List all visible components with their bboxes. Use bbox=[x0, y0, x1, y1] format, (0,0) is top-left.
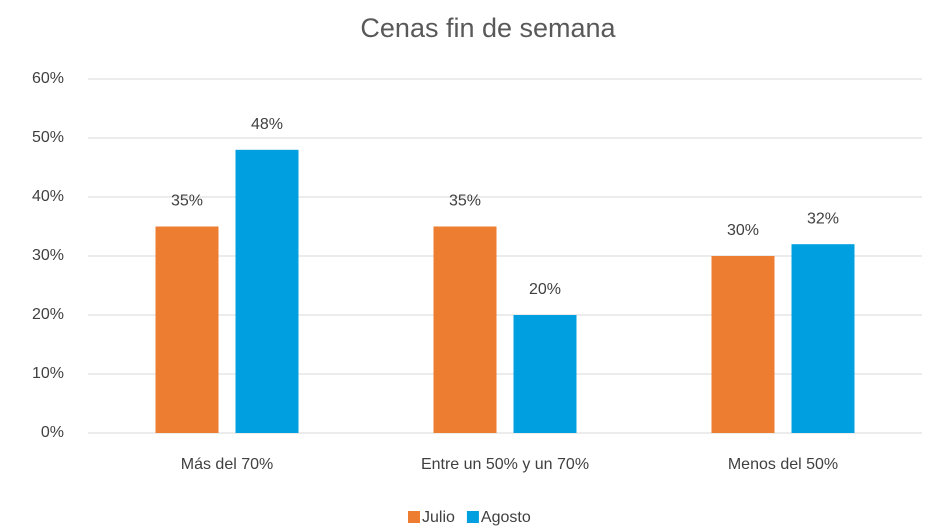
y-tick-label: 10% bbox=[32, 365, 64, 382]
data-label: 30% bbox=[727, 222, 759, 239]
bar bbox=[513, 315, 577, 433]
y-tick-label: 40% bbox=[32, 188, 64, 205]
bar bbox=[155, 226, 219, 433]
data-label: 35% bbox=[171, 193, 203, 210]
x-tick-label: Más del 70% bbox=[181, 456, 274, 473]
x-tick-label: Menos del 50% bbox=[728, 456, 838, 473]
data-label: 48% bbox=[251, 116, 283, 133]
y-tick-label: 0% bbox=[41, 424, 64, 441]
y-tick-label: 50% bbox=[32, 129, 64, 146]
data-label: 32% bbox=[807, 210, 839, 227]
legend-label: Julio bbox=[422, 509, 455, 526]
legend-swatch bbox=[466, 511, 479, 523]
bar bbox=[711, 256, 775, 433]
bar bbox=[433, 226, 497, 433]
data-label: 20% bbox=[529, 281, 561, 298]
y-tick-label: 60% bbox=[32, 70, 64, 87]
bar bbox=[791, 244, 855, 433]
y-tick-label: 20% bbox=[32, 306, 64, 323]
y-tick-label: 30% bbox=[32, 247, 64, 264]
data-label: 35% bbox=[449, 193, 481, 210]
bar bbox=[235, 149, 299, 434]
x-tick-label: Entre un 50% y un 70% bbox=[421, 456, 589, 473]
chart-title: Cenas fin de semana bbox=[360, 13, 616, 43]
legend-label: Agosto bbox=[481, 509, 531, 526]
legend-swatch bbox=[408, 511, 420, 523]
